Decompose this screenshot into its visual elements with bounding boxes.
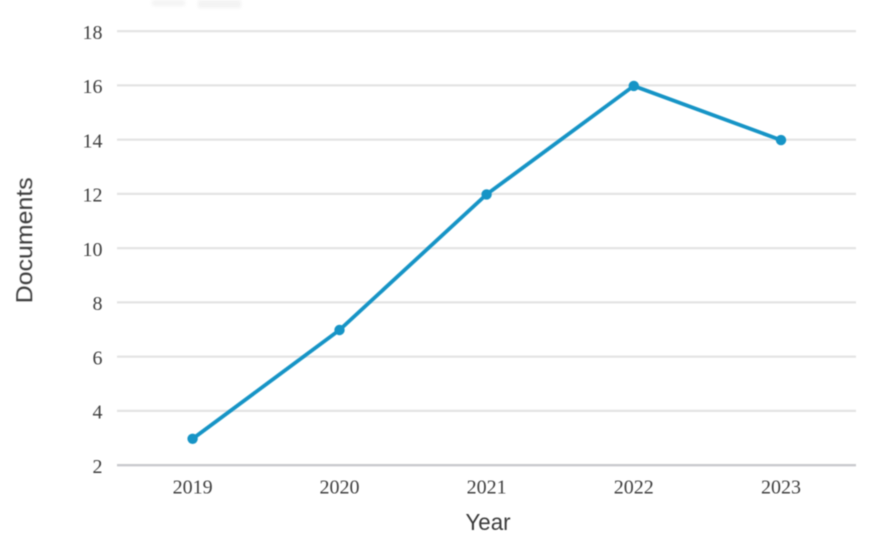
svg-text:2023: 2023 bbox=[761, 477, 801, 499]
svg-text:18: 18 bbox=[83, 22, 103, 44]
svg-text:14: 14 bbox=[83, 131, 103, 153]
svg-text:4: 4 bbox=[93, 402, 103, 424]
svg-text:16: 16 bbox=[83, 76, 103, 98]
svg-text:6: 6 bbox=[93, 348, 103, 370]
svg-text:10: 10 bbox=[83, 239, 103, 261]
svg-text:2: 2 bbox=[93, 456, 103, 478]
svg-text:8: 8 bbox=[93, 293, 103, 315]
svg-text:Documents: Documents bbox=[11, 177, 37, 303]
svg-text:2019: 2019 bbox=[173, 477, 213, 499]
svg-text:2020: 2020 bbox=[320, 477, 360, 499]
svg-text:2022: 2022 bbox=[614, 477, 654, 499]
svg-text:12: 12 bbox=[83, 185, 103, 207]
svg-text:2021: 2021 bbox=[467, 477, 507, 499]
svg-text:Year: Year bbox=[466, 509, 511, 535]
